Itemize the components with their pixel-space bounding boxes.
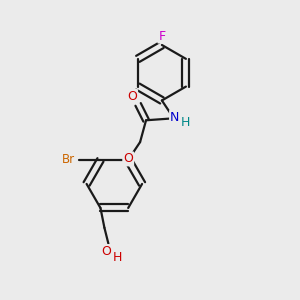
Text: O: O <box>127 90 137 103</box>
Text: H: H <box>112 251 122 264</box>
Text: H: H <box>181 116 190 129</box>
Text: Br: Br <box>62 153 75 167</box>
Text: N: N <box>170 111 179 124</box>
Text: O: O <box>101 245 111 258</box>
Text: O: O <box>123 152 133 165</box>
Text: F: F <box>158 30 166 43</box>
